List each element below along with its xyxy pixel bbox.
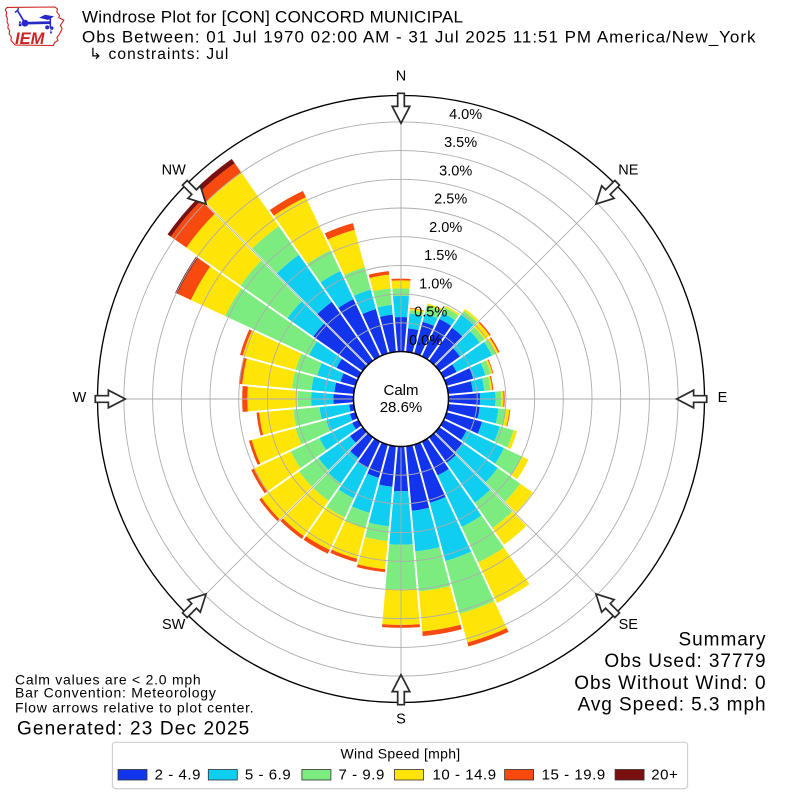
svg-text:3.0%: 3.0% [439,163,472,179]
svg-text:1.0%: 1.0% [419,276,452,292]
svg-text:Avg Speed: 5.3 mph: Avg Speed: 5.3 mph [578,695,767,716]
svg-text:Obs Used: 37779: Obs Used: 37779 [604,651,766,672]
svg-text:20+: 20+ [651,767,678,784]
svg-text:15 - 19.9: 15 - 19.9 [542,767,606,784]
svg-text:5 - 6.9: 5 - 6.9 [245,767,291,784]
svg-text:3.5%: 3.5% [444,135,477,151]
svg-text:W: W [73,390,87,406]
svg-text:Summary: Summary [679,630,767,651]
svg-text:Generated: 23 Dec 2025: Generated: 23 Dec 2025 [17,719,250,740]
svg-text:Obs Between: 01 Jul 1970 02:00: Obs Between: 01 Jul 1970 02:00 AM - 31 J… [82,28,756,47]
svg-text:S: S [396,711,406,727]
svg-text:28.6%: 28.6% [380,399,423,416]
svg-text:NE: NE [618,163,638,179]
svg-text:Flow arrows relative to plot c: Flow arrows relative to plot center. [15,700,254,716]
svg-text:E: E [718,390,728,406]
svg-text:2.0%: 2.0% [429,220,462,236]
svg-text:Calm: Calm [383,382,418,399]
svg-text:Bar Convention: Meteorology: Bar Convention: Meteorology [15,685,217,701]
svg-text:7 - 9.9: 7 - 9.9 [339,767,385,784]
svg-text:4.0%: 4.0% [449,107,482,123]
svg-text:Obs Without Wind: 0: Obs Without Wind: 0 [574,673,766,694]
svg-text:Wind Speed [mph]: Wind Speed [mph] [341,746,461,762]
svg-text:2 - 4.9: 2 - 4.9 [155,767,201,784]
svg-text:0.5%: 0.5% [414,305,447,321]
svg-text:SE: SE [619,617,639,633]
svg-text:0.0%: 0.0% [409,333,442,349]
svg-text:NW: NW [162,163,186,179]
svg-text:1.5%: 1.5% [424,248,457,264]
svg-text:IEM: IEM [15,30,46,48]
svg-text:2.5%: 2.5% [434,192,467,208]
svg-text:SW: SW [162,617,186,633]
svg-text:↳ constraints: Jul: ↳ constraints: Jul [89,46,229,63]
svg-text:N: N [396,68,406,84]
svg-text:Calm values are < 2.0 mph: Calm values are < 2.0 mph [15,672,201,688]
svg-text:Windrose Plot for [CON] CONCOR: Windrose Plot for [CON] CONCORD MUNICIPA… [82,8,463,27]
svg-text:10 - 14.9: 10 - 14.9 [433,767,497,784]
